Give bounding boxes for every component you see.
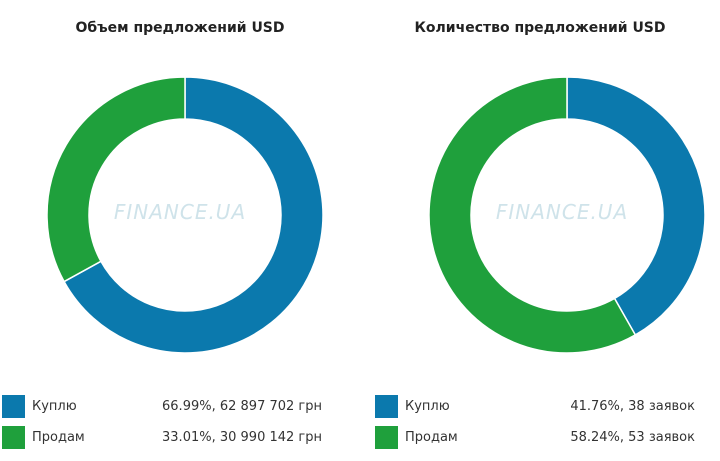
donut-slice-sell[interactable] bbox=[46, 76, 186, 283]
donut-slice-buy[interactable] bbox=[566, 76, 706, 336]
chart-panel-volume: Объем предложений USD FINANCE.UA Куплю 6… bbox=[2, 20, 330, 452]
legend-item[interactable]: Продам 33.01%, 30 990 142 грн bbox=[2, 426, 322, 452]
legend-swatch bbox=[375, 395, 398, 418]
legend-value: 66.99%, 62 897 702 грн bbox=[162, 399, 322, 414]
legend-item[interactable]: Куплю 41.76%, 38 заявок bbox=[375, 395, 695, 421]
donut-svg bbox=[428, 76, 706, 354]
legend-swatch bbox=[2, 395, 25, 418]
donut-svg bbox=[46, 76, 324, 354]
chart-title: Количество предложений USD bbox=[414, 20, 666, 36]
legend-label: Продам bbox=[32, 430, 85, 445]
legend-value: 41.76%, 38 заявок bbox=[570, 399, 695, 414]
legend-item[interactable]: Продам 58.24%, 53 заявок bbox=[375, 426, 695, 452]
legend-swatch bbox=[2, 426, 25, 449]
donut-chart bbox=[422, 70, 712, 360]
chart-title: Объем предложений USD bbox=[75, 20, 285, 36]
legend-value: 58.24%, 53 заявок bbox=[570, 430, 695, 445]
donut-chart bbox=[40, 70, 330, 360]
legend-label: Продам bbox=[405, 430, 458, 445]
legend-label: Куплю bbox=[405, 399, 450, 414]
donut-slice-buy[interactable] bbox=[63, 76, 324, 354]
chart-panel-count: Количество предложений USD FINANCE.UA Ку… bbox=[360, 0, 720, 461]
legend-swatch bbox=[375, 426, 398, 449]
donut-slice-sell[interactable] bbox=[428, 76, 637, 354]
legend-item[interactable]: Куплю 66.99%, 62 897 702 грн bbox=[2, 395, 322, 421]
legend-value: 33.01%, 30 990 142 грн bbox=[162, 430, 322, 445]
legend-label: Куплю bbox=[32, 399, 77, 414]
